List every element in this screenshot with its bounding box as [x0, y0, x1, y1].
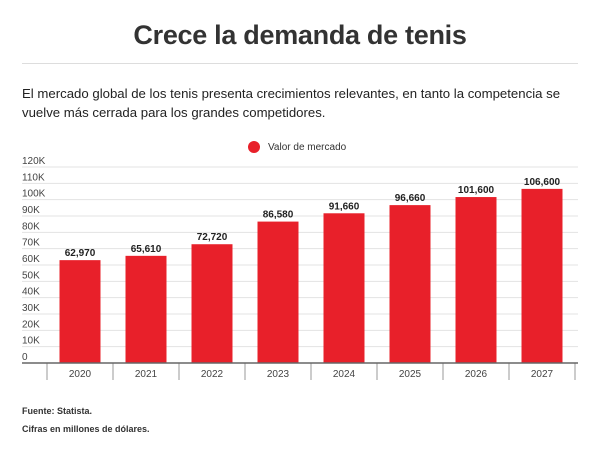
data-label: 65,610 — [131, 244, 162, 255]
y-tick-label: 30K — [22, 303, 40, 314]
divider — [22, 63, 578, 64]
units-note: Cifras en millones de dólares. — [22, 424, 150, 434]
legend-swatch — [248, 141, 260, 153]
data-label: 62,970 — [65, 248, 96, 259]
data-label: 86,580 — [263, 210, 294, 221]
y-tick-label: 120K — [22, 156, 46, 167]
x-tick-label: 2022 — [201, 369, 224, 380]
x-tick-label: 2026 — [465, 369, 488, 380]
y-tick-label: 80K — [22, 221, 40, 232]
data-label: 91,660 — [329, 201, 360, 212]
y-tick-label: 60K — [22, 254, 40, 265]
y-tick-label: 40K — [22, 287, 40, 298]
bar — [125, 255, 167, 363]
x-tick-label: 2025 — [399, 369, 422, 380]
y-tick-label: 100K — [22, 189, 46, 200]
y-tick-label: 70K — [22, 238, 40, 249]
y-tick-label: 50K — [22, 270, 40, 281]
data-label: 106,600 — [524, 177, 561, 188]
bar — [521, 188, 563, 363]
y-tick-label: 0 — [22, 352, 28, 363]
bar — [389, 205, 431, 363]
legend-label: Valor de mercado — [268, 141, 347, 153]
source-note: Fuente: Statista. — [22, 406, 93, 416]
x-tick-label: 2023 — [267, 369, 290, 380]
x-tick-label: 2024 — [333, 369, 356, 380]
data-label: 101,600 — [458, 185, 495, 196]
chart-title: Crece la demanda de tenis — [133, 20, 467, 50]
bar — [455, 197, 497, 363]
bar — [191, 244, 233, 363]
data-label: 72,720 — [197, 232, 228, 243]
y-tick-label: 10K — [22, 336, 40, 347]
y-tick-label: 20K — [22, 319, 40, 330]
x-tick-label: 2020 — [69, 369, 92, 380]
data-label: 96,660 — [395, 193, 426, 204]
y-tick-label: 90K — [22, 205, 40, 216]
x-tick-label: 2027 — [531, 369, 554, 380]
legend: Valor de mercado — [248, 141, 346, 153]
bar — [59, 260, 101, 363]
y-tick-label: 110K — [22, 172, 45, 183]
bar — [257, 221, 299, 363]
bar — [323, 213, 365, 363]
chart-description: El mercado global de los tenis presenta … — [22, 86, 561, 120]
x-tick-label: 2021 — [135, 369, 158, 380]
